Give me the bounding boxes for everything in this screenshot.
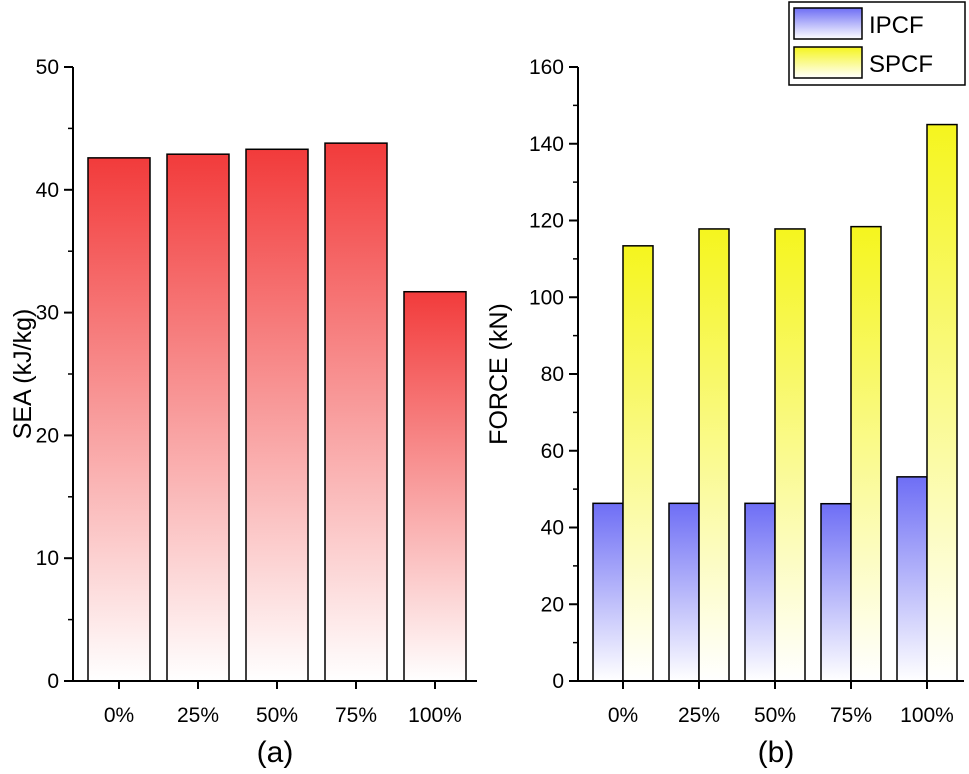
y-tick-label: 160 bbox=[529, 56, 564, 79]
x-tick-label: 50% bbox=[754, 704, 796, 727]
chart-a-panel-label: (a) bbox=[257, 736, 294, 769]
x-tick-label: 75% bbox=[335, 704, 377, 727]
chart-b-bars bbox=[592, 123, 958, 682]
bar-spcf bbox=[926, 123, 958, 682]
x-tick-label: 0% bbox=[608, 704, 638, 727]
legend-swatch-ipcf bbox=[793, 7, 863, 40]
bar-sea bbox=[166, 153, 230, 682]
chart-a-bars bbox=[87, 142, 467, 682]
x-tick-label: 75% bbox=[830, 704, 872, 727]
y-tick-label: 120 bbox=[529, 210, 564, 233]
bar-ipcf bbox=[668, 502, 700, 682]
chart-b-y-axis-label: FORCE (kN) bbox=[485, 303, 513, 445]
x-tick-label: 100% bbox=[408, 704, 462, 727]
y-tick-label: 0 bbox=[47, 670, 59, 693]
y-tick-label: 80 bbox=[541, 363, 564, 386]
y-tick-label: 30 bbox=[36, 302, 59, 325]
chart-b-y-ticks: 0 20 40 60 80 100 120 140 160 bbox=[529, 56, 578, 693]
bar-ipcf bbox=[896, 476, 928, 682]
x-tick-label: 25% bbox=[177, 704, 219, 727]
bar-ipcf bbox=[592, 502, 624, 682]
bar-sea bbox=[324, 142, 388, 682]
y-tick-label: 100 bbox=[529, 286, 564, 309]
y-tick-label: 10 bbox=[36, 547, 59, 570]
bar-sea bbox=[245, 148, 309, 682]
y-tick-label: 0 bbox=[552, 670, 564, 693]
chart-a-x-ticks: 0% 25% 50% 75% 100% bbox=[104, 681, 462, 727]
y-tick-label: 40 bbox=[541, 517, 564, 540]
chart-b: 0 20 40 60 80 100 120 140 160 0% 25% 50% 75% 100% FO… bbox=[485, 1, 966, 769]
x-tick-label: 50% bbox=[256, 704, 298, 727]
y-tick-label: 20 bbox=[541, 593, 564, 616]
bar-sea bbox=[403, 290, 467, 682]
chart-b-panel-label: (b) bbox=[758, 736, 795, 769]
bar-spcf bbox=[698, 228, 730, 682]
chart-a-y-axis-label: SEA (kJ/kg) bbox=[9, 309, 37, 440]
bar-spcf bbox=[774, 228, 806, 682]
legend-swatch-spcf bbox=[793, 46, 863, 79]
y-tick-label: 20 bbox=[36, 424, 59, 447]
x-tick-label: 100% bbox=[900, 704, 954, 727]
bar-ipcf bbox=[820, 502, 852, 682]
chart-b-legend: IPCF SPCF bbox=[788, 1, 966, 86]
y-tick-label: 60 bbox=[541, 440, 564, 463]
y-tick-label: 140 bbox=[529, 133, 564, 156]
chart-b-x-ticks: 0% 25% 50% 75% 100% bbox=[608, 681, 954, 727]
legend-label-ipcf: IPCF bbox=[869, 12, 924, 39]
x-tick-label: 0% bbox=[104, 704, 134, 727]
y-tick-label: 50 bbox=[36, 56, 59, 79]
bar-sea bbox=[87, 157, 151, 682]
x-tick-label: 25% bbox=[678, 704, 720, 727]
legend-label-spcf: SPCF bbox=[869, 51, 933, 78]
bar-ipcf bbox=[744, 502, 776, 682]
bar-spcf bbox=[850, 225, 882, 682]
chart-a-y-ticks: 0 10 20 30 40 50 bbox=[36, 56, 73, 693]
y-tick-label: 40 bbox=[36, 179, 59, 202]
bar-spcf bbox=[622, 245, 654, 682]
